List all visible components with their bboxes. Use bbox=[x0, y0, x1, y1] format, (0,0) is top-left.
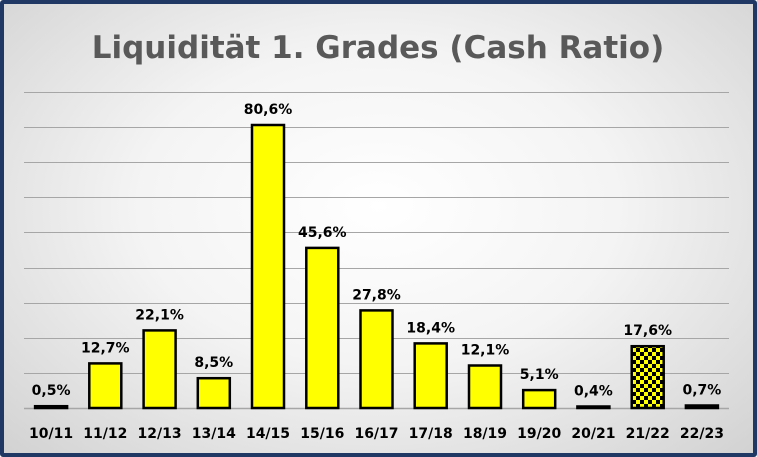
data-label: 0,5% bbox=[32, 383, 71, 399]
data-label: 0,4% bbox=[574, 384, 613, 400]
bar-16-17 bbox=[359, 309, 394, 410]
x-tick-label: 13/14 bbox=[192, 426, 236, 442]
bars bbox=[33, 123, 720, 410]
data-label: 18,4% bbox=[406, 320, 455, 336]
x-tick-label: 12/13 bbox=[138, 426, 182, 442]
data-label: 8,5% bbox=[194, 355, 233, 371]
bar-19-20 bbox=[521, 388, 557, 410]
data-label: 80,6% bbox=[244, 102, 293, 118]
x-tick-label: 14/15 bbox=[246, 426, 290, 442]
x-tick-label: 19/20 bbox=[517, 426, 561, 442]
x-tick-label: 10/11 bbox=[29, 426, 73, 442]
bar-17-18 bbox=[413, 342, 448, 410]
data-label: 12,7% bbox=[81, 340, 130, 356]
bar-20-21 bbox=[576, 405, 611, 410]
data-labels: 0,5% 12,7% 22,1% 8,5% 80,6% 45,6% 27,8% 18,4% 12… bbox=[32, 102, 722, 400]
bar-18-19 bbox=[467, 364, 503, 410]
x-tick-label: 20/21 bbox=[571, 426, 615, 442]
bar-21-22 bbox=[630, 344, 665, 410]
data-label: 22,1% bbox=[135, 307, 184, 323]
chart-title: Liquidität 1. Grades (Cash Ratio) bbox=[92, 30, 665, 66]
bar-chart: Liquidität 1. Grades (Cash Ratio) 0,5% 12… bbox=[24, 30, 729, 442]
x-tick-label: 16/17 bbox=[354, 426, 398, 442]
bar-10-11 bbox=[33, 404, 69, 410]
data-label: 17,6% bbox=[623, 323, 672, 339]
data-label: 0,7% bbox=[682, 383, 721, 399]
bar-12-13 bbox=[142, 329, 177, 410]
x-tick-label: 17/18 bbox=[409, 426, 453, 442]
bar-11-12 bbox=[88, 362, 123, 410]
data-label: 27,8% bbox=[352, 287, 401, 303]
x-tick-label: 22/23 bbox=[680, 426, 724, 442]
x-tick-label: 15/16 bbox=[300, 426, 344, 442]
gridlines bbox=[24, 92, 729, 410]
bar-14-15 bbox=[250, 123, 286, 410]
data-label: 45,6% bbox=[298, 225, 347, 241]
x-axis-labels: 10/11 11/12 12/13 13/14 14/15 15/16 16/17 17/18… bbox=[29, 426, 724, 442]
data-label: 5,1% bbox=[520, 367, 559, 383]
x-tick-label: 21/22 bbox=[626, 426, 670, 442]
x-tick-label: 18/19 bbox=[463, 426, 507, 442]
bar-22-23 bbox=[684, 404, 720, 410]
x-tick-label: 11/12 bbox=[83, 426, 127, 442]
bar-15-16 bbox=[305, 246, 340, 410]
data-label: 12,1% bbox=[461, 343, 510, 359]
bar-13-14 bbox=[196, 376, 232, 410]
